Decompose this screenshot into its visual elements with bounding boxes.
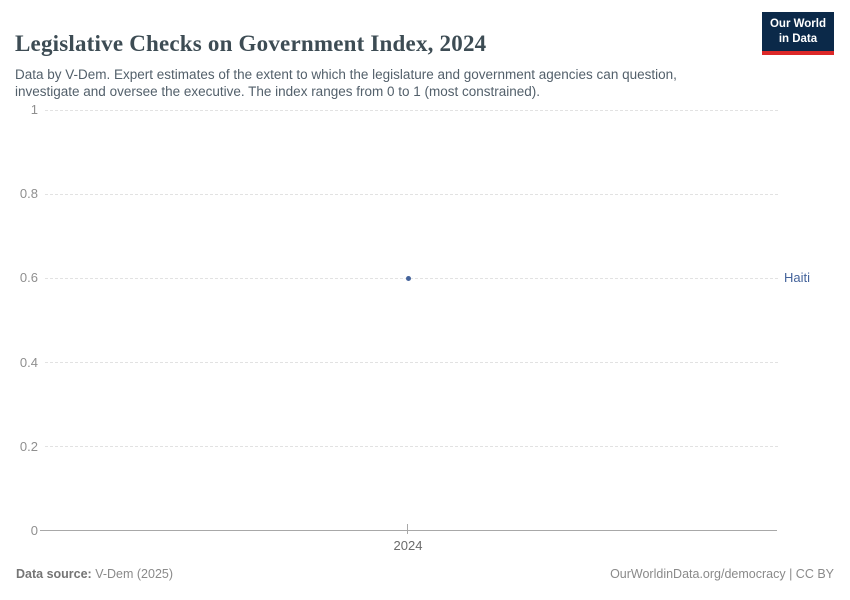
x-axis-tick xyxy=(407,524,408,534)
y-tick-label: 0 xyxy=(30,523,38,538)
data-source-value: V-Dem (2025) xyxy=(91,567,174,581)
y-tick-label: 0.2 xyxy=(19,438,38,454)
chart-footer: Data source: V-Dem (2025) OurWorldinData… xyxy=(16,567,834,581)
gridline xyxy=(45,277,778,279)
gridline xyxy=(45,109,778,111)
y-tick-label: 0.8 xyxy=(19,186,38,202)
page-title: Legislative Checks on Government Index, … xyxy=(15,31,487,57)
gridline xyxy=(45,193,778,195)
data-source-label: Data source: xyxy=(16,567,92,581)
x-tick-label: 2024 xyxy=(393,538,423,553)
y-tick-label: 0.4 xyxy=(19,354,38,370)
owid-logo-line2: in Data xyxy=(778,32,818,45)
data-point-haiti[interactable] xyxy=(405,275,411,281)
x-axis-line xyxy=(40,530,777,531)
owid-logo[interactable]: Our World in Data xyxy=(761,12,834,55)
gridline xyxy=(45,446,778,448)
data-source-note: Data source: V-Dem (2025) xyxy=(16,567,173,581)
chart-subtitle: Data by V-Dem. Expert estimates of the e… xyxy=(15,66,677,100)
entity-label-haiti[interactable]: Haiti xyxy=(784,270,811,286)
credit-link[interactable]: OurWorldinData.org/democracy | CC BY xyxy=(610,567,834,581)
gridline xyxy=(45,362,778,364)
y-tick-label: 0.6 xyxy=(19,270,38,286)
y-tick-label: 1 xyxy=(30,102,38,117)
owid-logo-line1: Our World xyxy=(769,18,826,30)
